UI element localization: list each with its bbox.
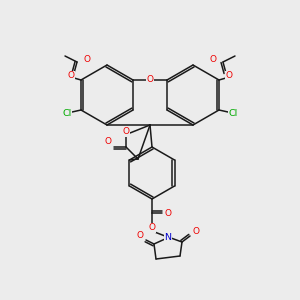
Text: O: O — [136, 232, 143, 241]
Text: O: O — [164, 208, 172, 217]
Text: O: O — [146, 76, 154, 85]
Text: O: O — [68, 71, 74, 80]
Text: N: N — [164, 233, 172, 242]
Text: O: O — [193, 227, 200, 236]
Text: O: O — [122, 128, 130, 136]
Text: O: O — [104, 136, 112, 146]
Text: O: O — [226, 71, 232, 80]
Text: O: O — [209, 55, 217, 64]
Text: O: O — [148, 224, 155, 232]
Text: Cl: Cl — [228, 109, 238, 118]
Text: O: O — [83, 55, 91, 64]
Text: Cl: Cl — [62, 109, 72, 118]
